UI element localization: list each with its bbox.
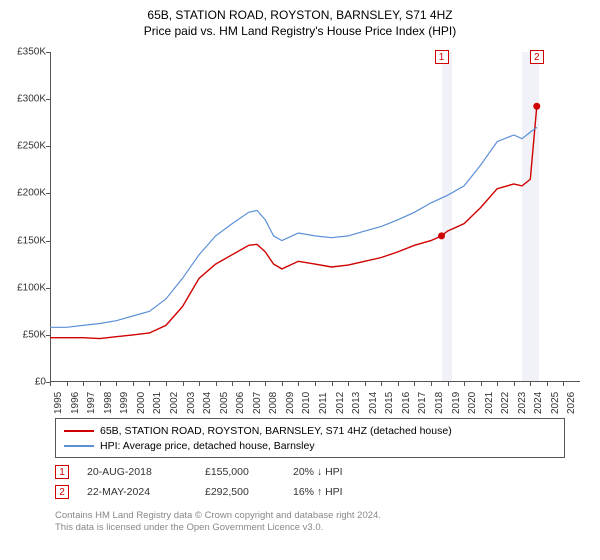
- y-tick-label: £200K: [0, 188, 50, 199]
- y-tick-label: £100K: [0, 282, 50, 293]
- x-tick-label: 1996: [70, 392, 81, 414]
- x-tick-label: 2015: [384, 392, 395, 414]
- x-tick-label: 2024: [533, 392, 544, 414]
- event-badge-1: 1: [55, 465, 69, 479]
- x-tick-label: 1999: [119, 392, 130, 414]
- x-tick-label: 1995: [53, 392, 64, 414]
- x-tick-label: 2011: [318, 392, 329, 414]
- legend-label-2: HPI: Average price, detached house, Barn…: [100, 440, 315, 452]
- y-tick-label: £350K: [0, 47, 50, 58]
- x-tick-label: 1998: [103, 392, 114, 414]
- event-row-1: 1 20-AUG-2018 £155,000 20% ↓ HPI: [55, 462, 565, 482]
- event-badge-2: 2: [55, 485, 69, 499]
- legend: 65B, STATION ROAD, ROYSTON, BARNSLEY, S7…: [55, 418, 565, 458]
- x-tick-label: 2017: [417, 392, 428, 414]
- legend-label-1: 65B, STATION ROAD, ROYSTON, BARNSLEY, S7…: [100, 425, 452, 437]
- x-tick-label: 2002: [169, 392, 180, 414]
- x-tick-label: 2023: [517, 392, 528, 414]
- marker-label-2: 2: [530, 50, 544, 64]
- x-tick-label: 2009: [285, 392, 296, 414]
- x-tick-label: 2016: [401, 392, 412, 414]
- x-tick-label: 2004: [202, 392, 213, 414]
- plot-svg: [50, 52, 580, 382]
- series-price_paid: [50, 106, 537, 338]
- x-tick-label: 2003: [186, 392, 197, 414]
- x-tick-label: 1997: [86, 392, 97, 414]
- x-tick-label: 2019: [451, 392, 462, 414]
- event-table: 1 20-AUG-2018 £155,000 20% ↓ HPI 2 22-MA…: [55, 462, 565, 502]
- marker-point-1: [438, 232, 445, 239]
- x-tick-label: 2001: [152, 392, 163, 414]
- chart-title-line1: 65B, STATION ROAD, ROYSTON, BARNSLEY, S7…: [10, 8, 590, 22]
- y-tick-label: £50K: [0, 329, 50, 340]
- x-tick-label: 2026: [566, 392, 577, 414]
- x-tick-label: 2013: [351, 392, 362, 414]
- event-price-1: £155,000: [205, 466, 275, 478]
- legend-swatch-2: [64, 445, 94, 447]
- footer-attribution: Contains HM Land Registry data © Crown c…: [55, 510, 565, 535]
- event-date-2: 22-MAY-2024: [87, 486, 187, 498]
- y-tick-label: £300K: [0, 94, 50, 105]
- marker-label-1: 1: [435, 50, 449, 64]
- y-tick-label: £0: [0, 377, 50, 388]
- event-price-2: £292,500: [205, 486, 275, 498]
- x-tick-label: 2007: [252, 392, 263, 414]
- y-tick-label: £250K: [0, 141, 50, 152]
- x-tick-label: 2021: [484, 392, 495, 414]
- legend-item-1: 65B, STATION ROAD, ROYSTON, BARNSLEY, S7…: [64, 423, 556, 438]
- series-hpi: [50, 127, 537, 327]
- legend-item-2: HPI: Average price, detached house, Barn…: [64, 438, 556, 453]
- x-tick-label: 2018: [434, 392, 445, 414]
- footer-line2: This data is licensed under the Open Gov…: [55, 522, 565, 534]
- x-tick-label: 2012: [335, 392, 346, 414]
- x-tick-label: 2025: [550, 392, 561, 414]
- x-tick-label: 2008: [268, 392, 279, 414]
- chart-title-line2: Price paid vs. HM Land Registry's House …: [10, 24, 590, 38]
- chart-container: { "title": { "line1": "65B, STATION ROAD…: [0, 0, 600, 560]
- marker-point-2: [533, 103, 540, 110]
- x-tick-label: 2020: [467, 392, 478, 414]
- event-diff-2: 16% ↑ HPI: [293, 486, 383, 498]
- x-tick-label: 2005: [219, 392, 230, 414]
- y-tick-label: £150K: [0, 235, 50, 246]
- x-tick-label: 2006: [235, 392, 246, 414]
- event-date-1: 20-AUG-2018: [87, 466, 187, 478]
- x-tick-label: 2000: [136, 392, 147, 414]
- x-tick-label: 2014: [368, 392, 379, 414]
- x-tick-label: 2022: [500, 392, 511, 414]
- x-tick-label: 2010: [301, 392, 312, 414]
- event-row-2: 2 22-MAY-2024 £292,500 16% ↑ HPI: [55, 482, 565, 502]
- event-diff-1: 20% ↓ HPI: [293, 466, 383, 478]
- legend-swatch-1: [64, 430, 94, 432]
- chart-title-block: 65B, STATION ROAD, ROYSTON, BARNSLEY, S7…: [0, 0, 600, 42]
- footer-line1: Contains HM Land Registry data © Crown c…: [55, 510, 565, 522]
